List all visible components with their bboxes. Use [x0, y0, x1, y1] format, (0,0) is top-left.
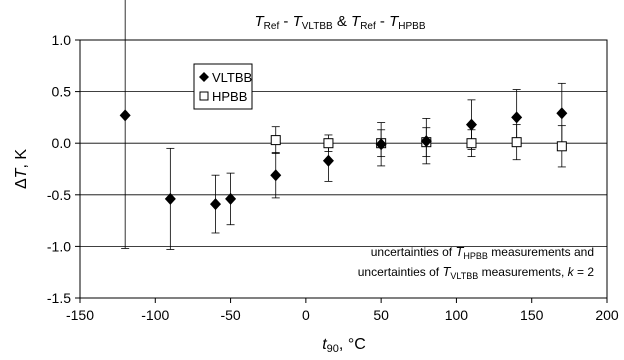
legend-label-vltbb: VLTBB	[212, 70, 252, 85]
y-tick-label: 1.0	[52, 32, 72, 48]
point-vltbb	[164, 192, 176, 205]
point-vltbb	[465, 118, 477, 131]
chart-title: TRef - TVLTBB & TRef - THPBB	[254, 13, 425, 32]
x-tick-label: 150	[520, 307, 544, 323]
annotation-line-2: uncertainties of TVLTBB measurements, k …	[358, 264, 595, 281]
x-tick-label: -150	[66, 307, 94, 323]
point-vltbb	[270, 169, 282, 182]
plot-area: -150 -100 -50 0 50 100 150 200 -1.5 -1.0 -0.5 0.0 0…	[47, 0, 619, 323]
point-hpbb	[270, 135, 281, 146]
x-tick-label: 50	[373, 307, 389, 323]
legend-box	[193, 63, 253, 110]
x-axis-label: t90, °C	[322, 336, 366, 355]
point-hpbb	[511, 137, 522, 148]
y-tick-label: -1.5	[47, 290, 71, 306]
y-tick-label: 0.0	[52, 135, 72, 151]
point-vltbb	[322, 154, 334, 167]
point-vltbb	[420, 135, 432, 148]
y-tick-label: -1.0	[47, 238, 71, 254]
y-tick-label: 0.5	[52, 84, 72, 100]
point-vltbb	[119, 109, 131, 122]
point-vltbb	[210, 198, 222, 211]
legend-marker-vltbb	[199, 72, 209, 82]
x-tick-label: 0	[302, 307, 310, 323]
point-vltbb	[375, 138, 387, 151]
point-hpbb	[323, 138, 334, 149]
legend-marker-hpbb	[199, 91, 209, 101]
point-hpbb	[556, 141, 567, 152]
y-axis-label: ΔT, K	[13, 149, 30, 189]
gridlines	[80, 91, 607, 247]
x-axis-ticks: -150 -100 -50 0 50 100 150 200	[66, 298, 619, 323]
error-bars	[121, 0, 566, 250]
y-tick-label: -0.5	[47, 187, 71, 203]
data-markers	[119, 107, 568, 211]
x-tick-label: 100	[445, 307, 469, 323]
plot-frame	[79, 39, 608, 299]
point-vltbb	[556, 107, 568, 120]
point-vltbb	[225, 192, 237, 205]
point-vltbb	[511, 111, 523, 124]
x-tick-label: 200	[595, 307, 619, 323]
y-axis-ticks: -1.5 -1.0 -0.5 0.0 0.5 1.0	[47, 32, 80, 306]
legend: VLTBB HPBB	[193, 63, 253, 110]
point-hpbb	[466, 138, 477, 149]
x-tick-label: -100	[141, 307, 169, 323]
annotation-line-1: uncertainties of THPBB measurements and	[371, 244, 594, 261]
legend-label-hpbb: HPBB	[212, 89, 247, 104]
x-tick-label: -50	[220, 307, 240, 323]
